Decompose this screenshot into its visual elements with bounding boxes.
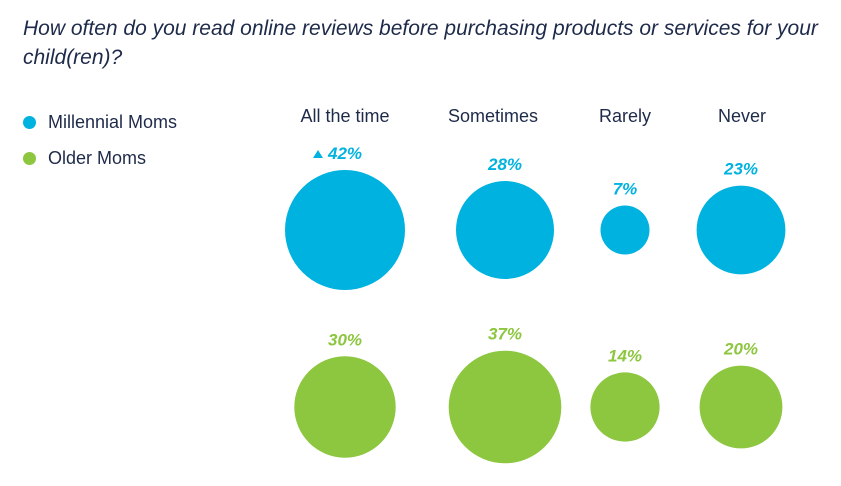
legend-item-older-moms: Older Moms: [23, 140, 177, 176]
column-header-sometimes: Sometimes: [447, 106, 539, 126]
bubble-older-moms-all-the-time: [294, 356, 396, 458]
value-label-millennial-moms-rarely: 7%: [613, 180, 638, 199]
value-label-millennial-moms-never: 23%: [723, 160, 758, 179]
value-label-millennial-moms-sometimes: 28%: [487, 155, 522, 174]
legend-label-millennial-moms: Millennial Moms: [48, 111, 178, 132]
up-arrow-icon: [313, 150, 323, 158]
value-label-older-moms-never: 20%: [723, 340, 758, 359]
bubble-millennial-moms-rarely: [600, 205, 650, 255]
bubble-older-moms-never: [699, 365, 783, 449]
bubble-millennial-moms-all-the-time: [285, 170, 405, 290]
legend: Millennial Moms Older Moms: [23, 104, 177, 176]
legend-item-millennial-moms: Millennial Moms: [23, 104, 177, 140]
value-label-older-moms-rarely: 14%: [608, 346, 642, 365]
value-label-older-moms-all-the-time: 30%: [328, 330, 362, 349]
bubble-older-moms-sometimes: [448, 350, 562, 464]
value-label-millennial-moms-all-the-time: 42%: [327, 144, 362, 163]
legend-marker-millennial-moms: [23, 115, 36, 129]
legend-label-older-moms: Older Moms: [48, 147, 147, 168]
column-header-never: Never: [717, 106, 766, 126]
column-header-rarely: Rarely: [598, 106, 651, 126]
legend-marker-older-moms: [23, 151, 36, 165]
chart-title: How often do you read online reviews bef…: [23, 17, 818, 69]
bubble-millennial-moms-never: [696, 185, 786, 275]
value-label-older-moms-sometimes: 37%: [488, 325, 522, 344]
column-header-all-the-time: All the time: [300, 106, 390, 126]
bubble-millennial-moms-sometimes: [456, 181, 554, 279]
bubble-older-moms-rarely: [590, 372, 660, 442]
